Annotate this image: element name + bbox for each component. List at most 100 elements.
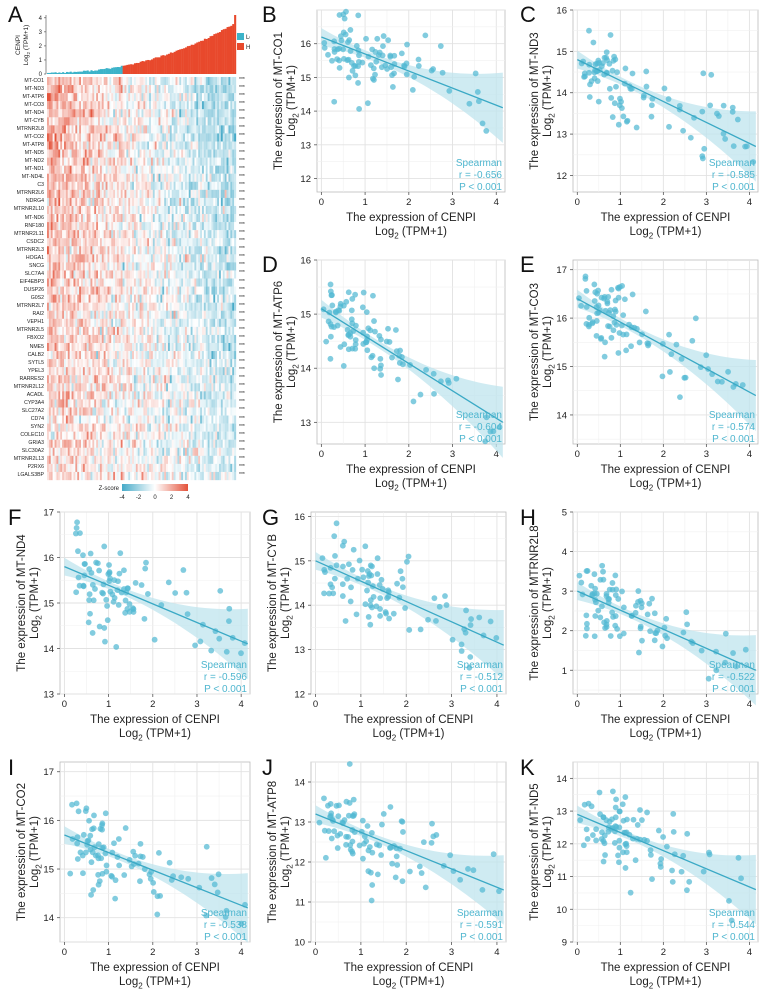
- heat-cell: [164, 399, 167, 408]
- heat-cell: [152, 93, 155, 102]
- heat-cell: [113, 415, 116, 424]
- heat-cell: [152, 133, 155, 142]
- heat-cell: [99, 197, 102, 207]
- heat-cell: [71, 141, 74, 150]
- heat-cell: [86, 359, 89, 368]
- heat-cell: [190, 447, 193, 456]
- heat-cell: [154, 359, 157, 368]
- heat-cell: [111, 254, 114, 263]
- heat-cell: [200, 101, 203, 110]
- heat-cell: [230, 391, 233, 400]
- heat-cell: [166, 423, 169, 432]
- heat-cell: [147, 101, 150, 110]
- heat-cell: [194, 447, 197, 456]
- heat-cell: [109, 447, 112, 456]
- heat-cell: [156, 302, 159, 311]
- heat-cell: [139, 407, 142, 416]
- heat-cell: [86, 133, 89, 142]
- heat-cell: [141, 93, 144, 102]
- heat-cell: [60, 254, 63, 263]
- heat-cell: [82, 165, 85, 174]
- heat-cell: [205, 117, 208, 126]
- heat-cell: [58, 181, 61, 190]
- heat-cell: [128, 222, 131, 231]
- heat-cell: [211, 310, 214, 319]
- heat-cell: [79, 109, 82, 118]
- heat-cell: [50, 173, 53, 182]
- heat-cell: [69, 407, 72, 416]
- heat-cell: [222, 109, 225, 118]
- heat-cell: [173, 270, 176, 279]
- heat-cell: [156, 181, 159, 190]
- heat-cell: [139, 189, 142, 199]
- heat-cell: [60, 407, 63, 416]
- heat-cell: [224, 214, 227, 223]
- heat-cell: [188, 270, 191, 279]
- heat-cell: [118, 415, 121, 424]
- heat-cell: [150, 77, 153, 86]
- heat-cell: [73, 230, 76, 239]
- heat-cell: [173, 149, 176, 158]
- heat-cell: [69, 189, 72, 199]
- heat-cell: [198, 334, 201, 344]
- heat-cell: [173, 351, 176, 360]
- heat-cell: [99, 230, 102, 239]
- heat-cell: [48, 149, 51, 158]
- heat-cell: [109, 117, 112, 126]
- heat-cell: [62, 375, 65, 384]
- heat-cell: [126, 423, 129, 432]
- heat-cell: [101, 334, 104, 344]
- heat-cell: [124, 351, 127, 360]
- heat-cell: [234, 399, 237, 408]
- heat-cell: [141, 302, 144, 311]
- heat-cell: [118, 125, 121, 134]
- heat-cell: [147, 463, 150, 473]
- heat-cell: [230, 173, 233, 182]
- heat-cell: [50, 197, 53, 207]
- heat-cell: [124, 278, 127, 287]
- heat-cell: [215, 101, 218, 110]
- heat-cell: [62, 367, 65, 376]
- heat-cell: [62, 133, 65, 142]
- heat-cell: [162, 125, 165, 134]
- heat-cell: [124, 294, 127, 303]
- heat-cell: [133, 157, 136, 166]
- heat-cell: [88, 214, 91, 223]
- heat-cell: [224, 270, 227, 279]
- heat-cell: [60, 447, 63, 456]
- heat-cell: [150, 230, 153, 239]
- heat-cell: [166, 455, 169, 465]
- heat-cell: [54, 431, 57, 440]
- heat-cell: [67, 93, 70, 102]
- heat-cell: [130, 85, 133, 94]
- heat-cell: [135, 294, 138, 303]
- heat-cell: [158, 447, 161, 456]
- heat-cell: [103, 318, 106, 328]
- heat-cell: [139, 181, 142, 190]
- heat-cell: [228, 439, 231, 448]
- heat-cell: [171, 149, 174, 158]
- heat-cell: [228, 141, 231, 150]
- heat-cell: [234, 270, 237, 279]
- heat-cell: [109, 286, 112, 295]
- heat-cell: [124, 230, 127, 239]
- heat-cell: [84, 439, 87, 448]
- heat-cell: [184, 222, 188, 231]
- heat-cell: [213, 270, 216, 279]
- heat-cell: [81, 117, 84, 126]
- heat-cell: [218, 431, 222, 440]
- heat-cell: [203, 125, 206, 134]
- heat-cell: [133, 205, 136, 215]
- heat-cell: [96, 133, 99, 142]
- heat-cell: [213, 189, 216, 199]
- heat-cell: [65, 117, 68, 126]
- heat-cell: [141, 157, 144, 166]
- heat-cell: [162, 463, 165, 473]
- heat-cell: [203, 246, 206, 255]
- heat-cell: [207, 254, 210, 263]
- heat-cell: [171, 254, 174, 263]
- heat-cell: [230, 254, 233, 263]
- heat-cell: [101, 205, 104, 215]
- heat-cell: [75, 367, 78, 376]
- heat-cell: [118, 133, 121, 142]
